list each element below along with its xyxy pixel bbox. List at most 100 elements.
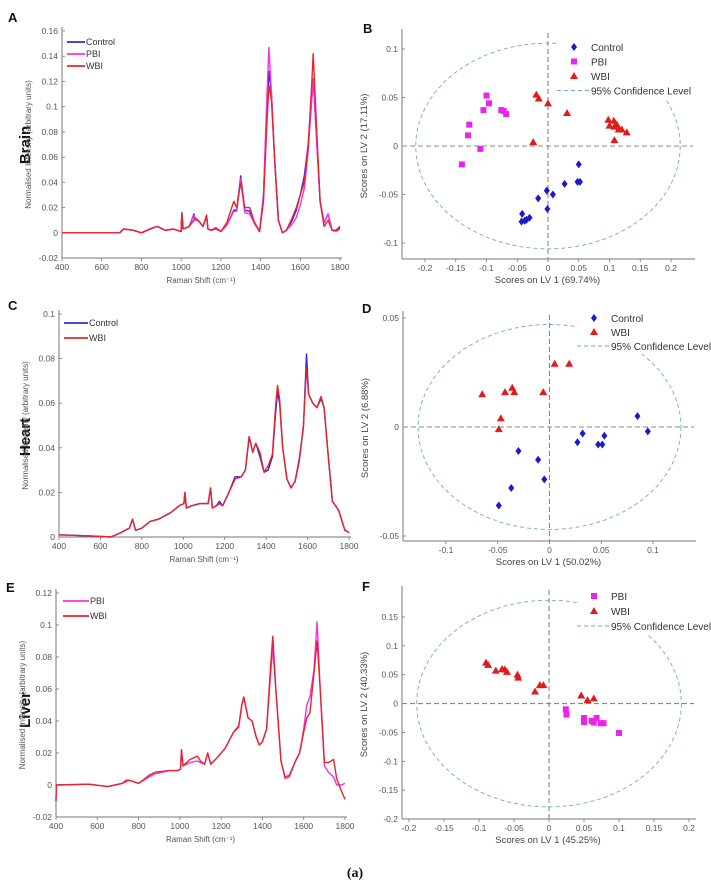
legend-marker-control xyxy=(571,43,577,51)
legend-marker-wbi xyxy=(570,72,578,79)
row-label-brain: Brain xyxy=(17,126,34,164)
y-tick-label: 0.02 xyxy=(38,487,55,497)
x-tick-label: 0.05 xyxy=(593,545,610,555)
data-point-wbi xyxy=(589,694,598,702)
data-point-wbi xyxy=(529,138,538,146)
data-point-control xyxy=(495,501,502,510)
data-point-wbi xyxy=(544,99,552,107)
data-point-wbi xyxy=(604,115,613,123)
y-axis-label: Normalised Intensity (arbitrary units) xyxy=(18,640,27,769)
x-tick-label: -0.1 xyxy=(439,545,454,555)
panel-f-liver-scores: F -0.2 -0.15 -0.1 -0.05 0 0.05 0.1 0.15 0.2 -0.2 -0… xyxy=(359,579,711,846)
x-tick-label: -0.15 xyxy=(446,263,466,273)
x-tick-label: 0.05 xyxy=(570,263,587,273)
legend-label-control: Control xyxy=(89,318,118,328)
x-tick-label: 0.1 xyxy=(613,823,625,833)
y-tick-label: 0.06 xyxy=(41,152,58,162)
x-tick-label: 800 xyxy=(134,262,148,272)
row-label-heart: Heart xyxy=(17,418,34,456)
data-point-wbi xyxy=(484,660,493,668)
legend-label-pbi: PBI xyxy=(591,58,607,69)
y-tick-label: 0.04 xyxy=(38,443,55,453)
y-tick-label: 0.15 xyxy=(381,612,398,622)
y-tick-label: 0.05 xyxy=(381,670,398,680)
x-tick-label: 600 xyxy=(90,821,104,831)
x-tick-label: -0.1 xyxy=(479,263,494,273)
data-point-wbi xyxy=(617,125,626,133)
data-point-wbi xyxy=(534,94,543,102)
legend-label-pbi: PBI xyxy=(611,592,627,603)
data-point-wbi xyxy=(500,388,509,396)
data-point-pbi xyxy=(465,132,472,139)
series-line-wbi xyxy=(55,635,346,802)
legend-label-wbi: WBI xyxy=(591,72,610,83)
panel-label: C xyxy=(8,298,18,313)
y-tick-label: -0.02 xyxy=(33,812,53,822)
legend-background xyxy=(557,39,685,99)
data-point-wbi xyxy=(539,388,548,396)
data-point-control xyxy=(595,440,602,449)
series-line-pbi xyxy=(55,621,346,802)
legend-label-pbi: PBI xyxy=(90,596,105,606)
x-tick-label: -0.1 xyxy=(472,823,487,833)
data-point-control xyxy=(526,213,533,222)
y-tick-label: 0.14 xyxy=(41,51,58,61)
y-axis-label: Scores on LV 2 (6.88%) xyxy=(360,378,371,478)
y-tick-label: 0 xyxy=(50,532,55,542)
data-point-wbi xyxy=(609,116,618,124)
panel-b-brain-scores: B -0.2 -0.15 -0.1 -0.05 0 0.05 0.1 0.15 0.2 -0.1 -0… xyxy=(359,21,695,286)
x-tick-label: 400 xyxy=(52,541,66,551)
legend-marker-pbi xyxy=(571,58,577,65)
x-tick-label: 0.2 xyxy=(683,823,695,833)
x-tick-label: 0 xyxy=(547,823,552,833)
data-point-wbi xyxy=(531,687,539,695)
y-tick-label: 0.02 xyxy=(35,748,52,758)
x-tick-label: 1600 xyxy=(294,821,313,831)
data-point-wbi xyxy=(563,109,572,117)
data-point-wbi xyxy=(565,359,574,367)
panel-label: D xyxy=(362,301,371,316)
data-point-wbi xyxy=(610,136,619,144)
data-point-pbi xyxy=(590,719,597,726)
x-tick-label: 400 xyxy=(55,262,69,272)
x-axis-label: Raman Shift (cm⁻¹) xyxy=(169,555,238,564)
x-tick-label: 1400 xyxy=(257,541,276,551)
x-tick-label: 1400 xyxy=(251,262,270,272)
data-point-control xyxy=(515,446,522,455)
data-point-wbi xyxy=(491,666,500,674)
data-point-control xyxy=(541,475,548,484)
data-point-wbi xyxy=(496,414,505,422)
data-point-control xyxy=(519,209,526,218)
legend-label-pbi: PBI xyxy=(86,49,101,59)
y-axis-label: Scores on LV 2 (17.11%) xyxy=(359,94,370,199)
row-label-liver: Liver xyxy=(17,692,34,728)
data-point-pbi xyxy=(483,92,490,99)
data-point-wbi xyxy=(539,681,548,689)
x-tick-label: 0 xyxy=(546,263,551,273)
x-tick-label: 600 xyxy=(95,262,109,272)
data-point-pbi xyxy=(616,730,622,737)
x-axis-label: Scores on LV 1 (45.25%) xyxy=(495,835,600,846)
x-tick-label: 1800 xyxy=(336,821,355,831)
x-tick-label: 400 xyxy=(49,821,63,831)
confidence-ellipse xyxy=(416,599,682,808)
data-point-wbi xyxy=(510,388,519,396)
x-tick-label: 1200 xyxy=(211,262,230,272)
y-tick-label: 0.05 xyxy=(382,313,399,323)
y-tick-label: 0.08 xyxy=(41,127,58,137)
data-point-wbi xyxy=(605,121,614,129)
data-point-pbi xyxy=(466,121,473,128)
x-tick-label: 600 xyxy=(93,541,107,551)
legend-marker-wbi xyxy=(590,328,598,335)
legend-marker-pbi xyxy=(591,593,597,599)
data-point-pbi xyxy=(581,715,587,721)
legend-background xyxy=(577,310,705,354)
panel-label: F xyxy=(362,579,370,594)
x-tick-label: 0.1 xyxy=(647,545,659,555)
y-axis-label: Normalised Intensity (arbitrary units) xyxy=(21,361,30,490)
y-tick-label: 0 xyxy=(393,141,398,151)
x-tick-label: -0.05 xyxy=(508,263,528,273)
y-tick-label: 0.1 xyxy=(386,44,398,54)
data-point-control xyxy=(579,429,586,438)
y-tick-label: 0.05 xyxy=(381,93,398,103)
